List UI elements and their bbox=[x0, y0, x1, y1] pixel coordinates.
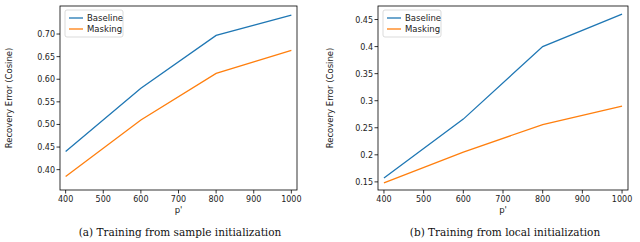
caption: (a) Training from sample initialization bbox=[79, 226, 282, 238]
y-tick-label: 0.35 bbox=[355, 70, 373, 79]
y-tick-label: 0.25 bbox=[355, 124, 373, 133]
x-tick bbox=[383, 190, 384, 194]
x-axis-label: p' bbox=[499, 205, 507, 215]
panel: 400 500 600 700 800 900 1000 0.40 0.45 0.50 0.55 0.… bbox=[4, 6, 302, 238]
y-tick bbox=[375, 127, 379, 128]
legend-box bbox=[383, 10, 441, 37]
y-tick-label: 0.2 bbox=[360, 151, 373, 160]
x-tick-label: 900 bbox=[246, 195, 261, 204]
x-tick bbox=[291, 190, 292, 194]
frame bbox=[60, 6, 297, 190]
legend-label: Baseline bbox=[87, 13, 123, 23]
x-tick bbox=[103, 190, 104, 194]
legend-label: Baseline bbox=[405, 13, 441, 23]
legend: BaselineMasking bbox=[65, 10, 123, 37]
x-tick bbox=[178, 190, 179, 194]
y-axis-label: Recovery Error (Cosine) bbox=[325, 48, 335, 149]
legend-label: Masking bbox=[405, 24, 440, 34]
x-tick-label: 800 bbox=[535, 195, 550, 204]
y-tick-label: 0.70 bbox=[37, 30, 55, 39]
series-line bbox=[384, 14, 622, 178]
x-tick-label: 1000 bbox=[281, 195, 301, 204]
x-tick-label: 700 bbox=[495, 195, 510, 204]
frame bbox=[378, 6, 628, 190]
legend-label: Masking bbox=[87, 24, 122, 34]
y-tick bbox=[57, 34, 61, 35]
legend-swatch bbox=[69, 17, 83, 18]
x-tick bbox=[216, 190, 217, 194]
y-tick bbox=[57, 79, 61, 80]
legend-box bbox=[65, 10, 123, 37]
x-tick bbox=[542, 190, 543, 194]
x-tick-label: 400 bbox=[376, 195, 391, 204]
y-tick bbox=[57, 124, 61, 125]
y-tick-label: 0.50 bbox=[37, 120, 55, 129]
y-tick bbox=[57, 147, 61, 148]
x-tick-label: 900 bbox=[575, 195, 590, 204]
legend: BaselineMasking bbox=[383, 10, 441, 37]
x-tick-label: 1000 bbox=[612, 195, 632, 204]
y-tick-label: 0.15 bbox=[355, 178, 373, 187]
x-tick bbox=[503, 190, 504, 194]
plot-area bbox=[66, 15, 292, 176]
y-tick bbox=[375, 100, 379, 101]
x-tick bbox=[65, 190, 66, 194]
y-tick-label: 0.45 bbox=[355, 16, 373, 25]
y-tick-label: 0.60 bbox=[37, 75, 55, 84]
y-tick bbox=[375, 73, 379, 74]
x-axis-label: p' bbox=[175, 205, 183, 215]
x-tick bbox=[463, 190, 464, 194]
figure: 400 500 600 700 800 900 1000 0.40 0.45 0.50 0.55 0.… bbox=[0, 0, 640, 242]
y-tick-label: 0.4 bbox=[360, 43, 373, 52]
x-tick-label: 500 bbox=[96, 195, 111, 204]
y-tick-label: 0.45 bbox=[37, 143, 55, 152]
x-tick-label: 500 bbox=[416, 195, 431, 204]
y-tick bbox=[375, 154, 379, 155]
x-tick-label: 400 bbox=[58, 195, 73, 204]
y-tick bbox=[375, 181, 379, 182]
legend-swatch bbox=[387, 28, 401, 29]
x-tick bbox=[253, 190, 254, 194]
y-tick-label: 0.65 bbox=[37, 53, 55, 62]
caption: (b) Training from local initialization bbox=[410, 226, 601, 238]
panel: 400 500 600 700 800 900 1000 0.15 0.2 0.25 0.3 0.35… bbox=[325, 6, 632, 238]
y-tick bbox=[375, 19, 379, 20]
x-tick bbox=[140, 190, 141, 194]
y-tick bbox=[375, 46, 379, 47]
x-tick bbox=[622, 190, 623, 194]
legend-swatch bbox=[387, 17, 401, 18]
x-tick-label: 600 bbox=[133, 195, 148, 204]
series-line bbox=[66, 50, 292, 176]
y-tick bbox=[57, 169, 61, 170]
y-axis-label: Recovery Error (Cosine) bbox=[4, 48, 14, 149]
y-tick-label: 0.3 bbox=[360, 97, 373, 106]
legend-swatch bbox=[69, 28, 83, 29]
y-tick-label: 0.40 bbox=[37, 166, 55, 175]
x-tick-label: 700 bbox=[171, 195, 186, 204]
y-tick bbox=[57, 56, 61, 57]
x-tick-label: 800 bbox=[208, 195, 223, 204]
x-tick bbox=[423, 190, 424, 194]
series-line bbox=[384, 106, 622, 183]
x-tick bbox=[582, 190, 583, 194]
x-tick-label: 600 bbox=[456, 195, 471, 204]
y-tick bbox=[57, 101, 61, 102]
y-tick-label: 0.55 bbox=[37, 98, 55, 107]
plot-area bbox=[384, 14, 622, 183]
